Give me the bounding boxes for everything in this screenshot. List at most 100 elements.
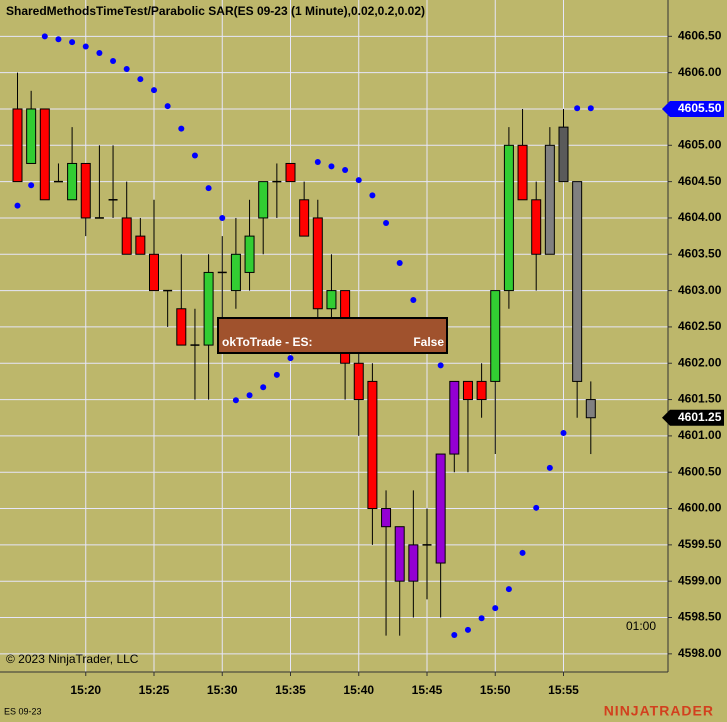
- bar-timer: 01:00: [626, 619, 656, 633]
- sar-dot: [69, 39, 76, 46]
- sar-dot: [574, 105, 581, 112]
- marks: [12, 33, 596, 638]
- x-tick-label: 15:45: [412, 683, 443, 697]
- candle-body: [230, 253, 241, 292]
- y-tick-label: 4601.50: [678, 392, 722, 406]
- sar-dot: [369, 192, 376, 199]
- sar-dot: [437, 362, 444, 369]
- candle-body: [176, 308, 187, 346]
- x-tick-label: 15:55: [548, 683, 579, 697]
- y-tick-label: 4598.00: [678, 646, 722, 660]
- y-tick-label: 4598.50: [678, 610, 722, 624]
- candle-body: [135, 235, 146, 255]
- candle-body: [476, 380, 487, 401]
- sar-dot: [355, 177, 362, 184]
- candle-body: [572, 181, 583, 382]
- x-tick-label: 15:50: [480, 683, 511, 697]
- candle-body: [326, 290, 337, 310]
- y-tick-label: 4606.50: [678, 28, 722, 42]
- sar-dot: [96, 50, 103, 57]
- y-tick-label: 4602.50: [678, 319, 722, 333]
- candle-body: [462, 380, 473, 401]
- candle-body: [258, 181, 269, 219]
- sar-dot: [287, 355, 294, 362]
- x-tick-label: 15:25: [139, 683, 170, 697]
- sar-dot: [451, 631, 458, 638]
- price-marker: [662, 100, 724, 117]
- sar-dot: [137, 76, 144, 83]
- sar-dot: [505, 586, 512, 593]
- candle-body: [353, 362, 364, 401]
- x-tick-label: 15:20: [70, 683, 101, 697]
- x-tick-label: 15:40: [343, 683, 374, 697]
- sar-dot: [314, 159, 321, 166]
- candle-body: [367, 380, 378, 510]
- y-tick-label: 4606.00: [678, 65, 722, 79]
- x-tick-label: 15:35: [275, 683, 306, 697]
- candle-body: [12, 108, 23, 183]
- sar-dot: [383, 220, 390, 227]
- instrument: ES 09-23: [4, 706, 42, 716]
- candle-body: [544, 144, 555, 255]
- sar-dot: [478, 615, 485, 622]
- sar-dot: [464, 626, 471, 633]
- sar-dot: [328, 163, 335, 170]
- candle-body: [203, 271, 214, 346]
- y-tick-label: 4601.00: [678, 428, 722, 442]
- candle-body: [585, 399, 596, 419]
- y-tick-label: 4605.00: [678, 137, 722, 151]
- panel-box: [217, 317, 448, 354]
- y-tick-label: 4599.50: [678, 537, 722, 551]
- sar-dot: [191, 152, 198, 159]
- candle-body: [449, 380, 460, 455]
- candle-body: [558, 126, 569, 183]
- sar-dot: [342, 166, 349, 173]
- candle-body: [381, 508, 392, 528]
- candle-body: [312, 217, 323, 310]
- sar-dot: [519, 549, 526, 556]
- candle-body: [531, 199, 542, 255]
- brand: NINJATRADER: [604, 703, 714, 719]
- price-marker-label: 4605.50: [678, 101, 722, 115]
- candle-body: [26, 108, 37, 164]
- sar-dot: [55, 36, 62, 43]
- copyright: © 2023 NinjaTrader, LLC: [6, 652, 139, 666]
- sar-dot: [82, 43, 89, 50]
- y-tick-label: 4604.50: [678, 174, 722, 188]
- candle-body: [490, 290, 501, 382]
- y-tick-label: 4600.50: [678, 464, 722, 478]
- sar-dot: [123, 66, 130, 73]
- candle-body: [244, 235, 255, 273]
- candle-body: [503, 144, 514, 292]
- sar-dot: [396, 259, 403, 266]
- sar-dot: [164, 103, 171, 110]
- candle-body: [299, 199, 310, 237]
- sar-dot: [260, 384, 267, 391]
- candle-body: [517, 144, 528, 201]
- sar-dot: [14, 202, 21, 209]
- price-marker-label: 4601.25: [678, 410, 722, 424]
- sar-dot: [560, 429, 567, 436]
- candle-body: [80, 162, 91, 219]
- sar-dot: [410, 297, 417, 304]
- candle-body: [39, 108, 50, 201]
- chart-title: SharedMethodsTimeTest/Parabolic SAR(ES 0…: [6, 4, 425, 18]
- candle-body: [67, 162, 78, 201]
- y-tick-label: 4603.00: [678, 283, 722, 297]
- y-tick-label: 4604.00: [678, 210, 722, 224]
- sar-dot: [151, 87, 157, 94]
- sar-dot: [178, 125, 185, 132]
- sar-dot: [587, 105, 594, 112]
- sar-dot: [246, 392, 253, 399]
- sar-dot: [110, 58, 117, 65]
- x-tick-label: 15:30: [207, 683, 238, 697]
- candle-body: [149, 253, 159, 292]
- candle-body: [435, 453, 446, 564]
- sar-dot: [41, 33, 48, 40]
- y-tick-label: 4602.00: [678, 355, 722, 369]
- candle-body: [408, 544, 419, 582]
- sar-dot: [492, 605, 499, 612]
